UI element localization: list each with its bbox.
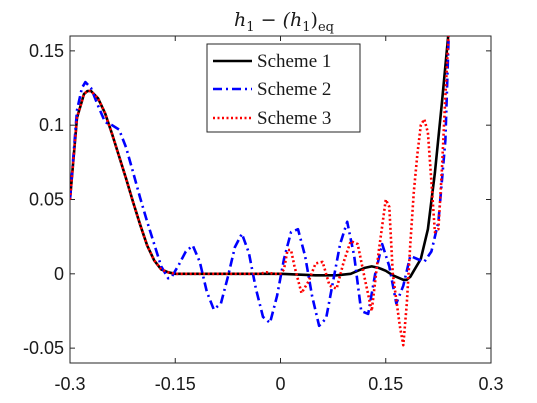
- title-close: ): [311, 9, 318, 31]
- title-sub2: 1: [302, 20, 310, 35]
- title-mid: − (h: [255, 9, 303, 31]
- x-tick-label: -0.3: [54, 374, 85, 394]
- y-tick-label: 0: [54, 264, 64, 284]
- legend-label-scheme-1: Scheme 1: [257, 51, 331, 72]
- legend-label-scheme-3: Scheme 3: [257, 108, 331, 129]
- y-tick-label: 0.15: [29, 41, 64, 61]
- title-sub3: eq: [318, 20, 334, 35]
- x-tick-label: 0.3: [478, 374, 503, 394]
- axis-ticks: -0.3 -0.15 0 0.15 0.3 -0.05 0 0.05 0.1 0.15: [23, 36, 504, 394]
- title-sub1: 1: [246, 20, 254, 35]
- y-tick-label: 0.05: [29, 190, 64, 210]
- x-tick-label: -0.15: [155, 374, 196, 394]
- series-lines: [70, 36, 450, 347]
- y-tick-label: 0.1: [39, 115, 64, 135]
- title-main: h: [234, 9, 246, 31]
- chart-title: h1 − (h1)eq: [234, 9, 334, 35]
- legend-label-scheme-2: Scheme 2: [257, 79, 331, 100]
- x-tick-label: 0.15: [368, 374, 403, 394]
- legend: Scheme 1 Scheme 2 Scheme 3: [206, 43, 361, 133]
- x-tick-label: 0: [275, 374, 285, 394]
- y-tick-label: -0.05: [23, 338, 64, 358]
